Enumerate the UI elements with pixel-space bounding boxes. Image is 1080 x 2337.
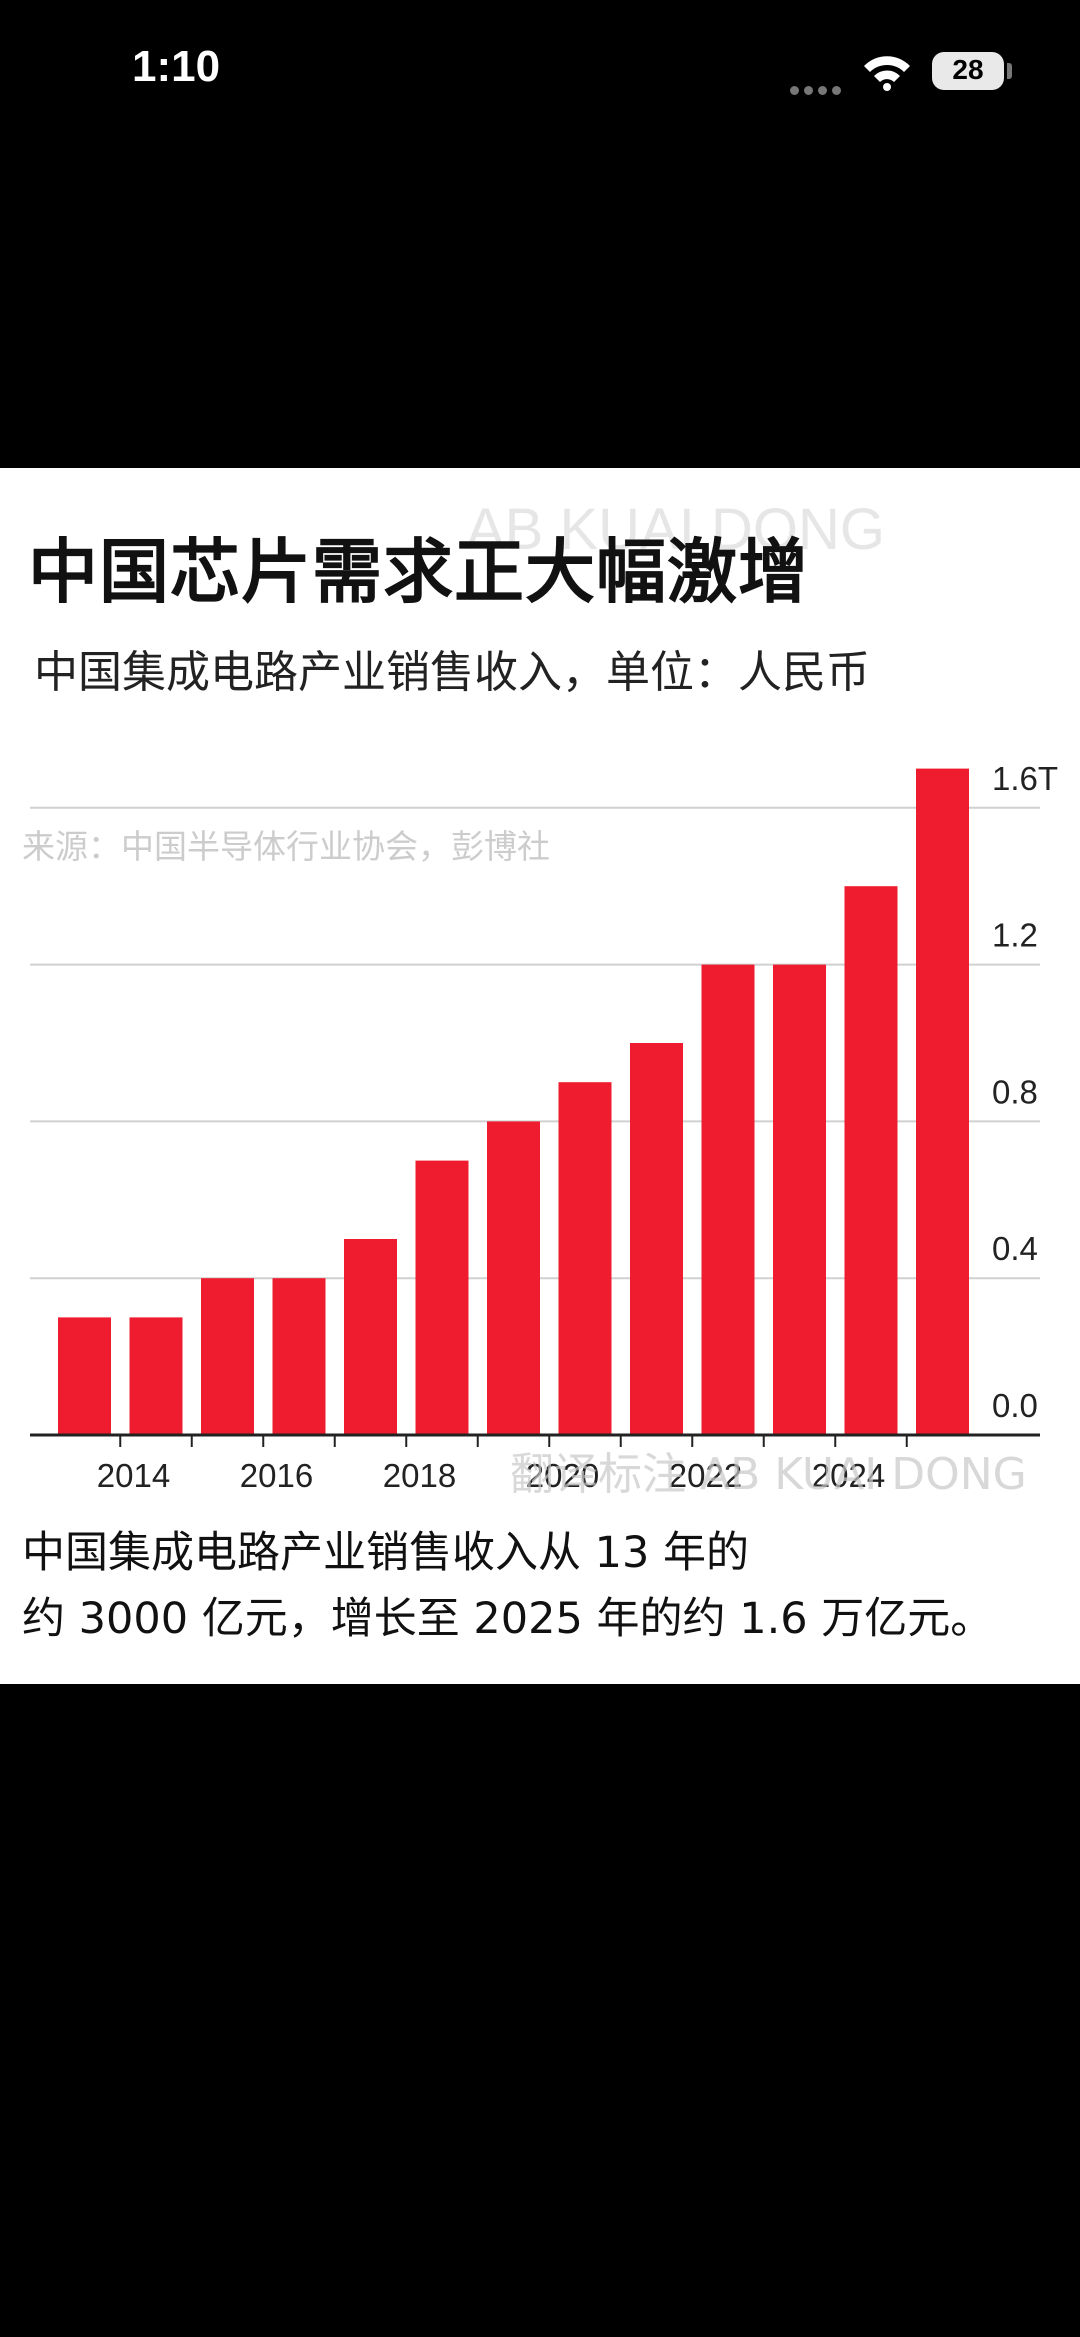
x-tick-label: 2018	[383, 1457, 456, 1494]
x-tick-label: 2020	[526, 1457, 599, 1494]
bar-2014	[129, 1317, 183, 1435]
y-tick-label: 1.2	[992, 917, 1038, 954]
battery-icon: 28	[932, 52, 1004, 90]
source-watermark: 来源：中国半导体行业协会，彭博社	[22, 827, 550, 866]
y-tick-label: 1.6T	[992, 760, 1058, 797]
bar-2016	[272, 1278, 326, 1435]
chart-card: AB KUAI DONG 中国芯片需求正大幅激增 中国集成电路产业销售收入，单位…	[0, 468, 1080, 1684]
x-tick-label: 2014	[97, 1457, 170, 1494]
bar-2018	[415, 1160, 469, 1435]
bar-2024	[844, 886, 898, 1435]
chart-title: 中国芯片需求正大幅激增	[28, 531, 809, 613]
chart-subtitle: 中国集成电路产业销售收入，单位：人民币	[34, 647, 870, 698]
bar-2015	[201, 1278, 254, 1435]
status-time: 1:10	[132, 42, 221, 91]
bar-2020	[558, 1082, 612, 1435]
bar-2013	[58, 1317, 111, 1435]
bar-2022	[701, 964, 755, 1435]
y-tick-label: 0.0	[992, 1387, 1038, 1424]
bar-2017	[344, 1239, 397, 1435]
y-tick-label: 0.4	[992, 1230, 1038, 1267]
x-tick-label: 2024	[812, 1457, 885, 1494]
watermark-top: AB KUAI DONG	[466, 497, 885, 562]
battery-level: 28	[952, 54, 984, 85]
battery-nub	[1007, 63, 1012, 79]
bar-2023	[773, 964, 826, 1435]
watermark-bottom: 翻译标注 AB KUAI DONG	[510, 1449, 1027, 1500]
caption-line-2: 约 3000 亿元，增长至 2025 年的约 1.6 万亿元。	[22, 1594, 994, 1644]
x-tick-label: 2022	[669, 1457, 742, 1494]
wifi-icon	[864, 56, 910, 91]
cellular-signal-icon	[790, 80, 846, 95]
chart-caption: 中国集成电路产业销售收入从 13 年的 约 3000 亿元，增长至 2025 年…	[22, 1520, 1062, 1652]
y-tick-label: 0.8	[992, 1073, 1038, 1110]
bar-2019	[487, 1121, 540, 1435]
bar-chart: 2014 2016 2018 2020 2022 2024 0.0 0.4 0.8 1.2 1.6T	[30, 760, 1058, 1494]
bar-2025	[916, 768, 969, 1435]
bar-2021	[630, 1043, 683, 1435]
status-bar: 1:10 28	[0, 0, 1080, 140]
caption-line-1: 中国集成电路产业销售收入从 13 年的	[22, 1528, 750, 1578]
x-tick-label: 2016	[240, 1457, 313, 1494]
